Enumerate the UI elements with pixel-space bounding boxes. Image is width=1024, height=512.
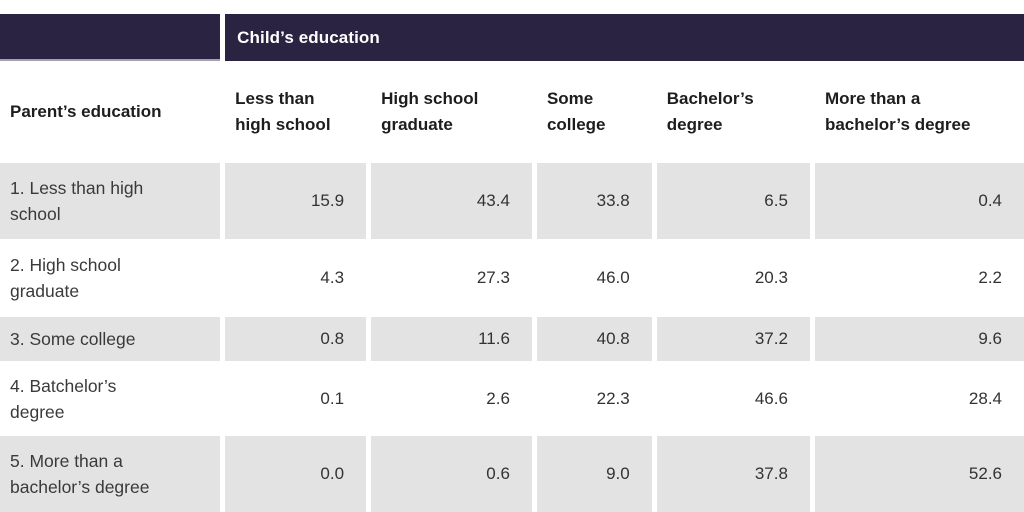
data-cell: 46.6 — [651, 361, 810, 436]
data-cell: 33.8 — [531, 163, 652, 239]
data-cell: 0.8 — [220, 317, 367, 361]
data-cell: 43.4 — [366, 163, 532, 239]
row-label-cell: 2. High school graduate — [0, 239, 221, 317]
data-cell: 15.9 — [220, 163, 367, 239]
data-cell: 46.0 — [531, 239, 652, 317]
data-cell: 4.3 — [220, 239, 367, 317]
table-row: 4. Batchelor’s degree 0.1 2.6 22.3 46.6 … — [0, 361, 1024, 436]
column-header-bachelors-degree: Bachelor’s degree — [651, 61, 810, 163]
spanner-band-row: Child’s education — [0, 14, 1024, 61]
column-header-more-than-bachelors: More than a bachelor’s degree — [809, 61, 1024, 163]
data-cell: 22.3 — [531, 361, 652, 436]
table-row: 5. More than a bachelor’s degree 0.0 0.6… — [0, 436, 1024, 512]
row-label-cell: 4. Batchelor’s degree — [0, 361, 221, 436]
column-header-less-than-high-school: Less than high school — [220, 61, 366, 163]
table-row: 3. Some college 0.8 11.6 40.8 37.2 9.6 — [0, 317, 1024, 361]
table-row: 2. High school graduate 4.3 27.3 46.0 20… — [0, 239, 1024, 317]
spanner-header-cell: Child’s education — [220, 14, 1024, 61]
data-cell: 0.1 — [220, 361, 367, 436]
data-cell: 28.4 — [809, 361, 1024, 436]
data-cell: 27.3 — [366, 239, 532, 317]
data-cell: 11.6 — [366, 317, 532, 361]
data-cell: 2.2 — [809, 239, 1024, 317]
data-cell: 37.8 — [651, 436, 810, 512]
data-cell: 40.8 — [531, 317, 652, 361]
table-row: 1. Less than high school 15.9 43.4 33.8 … — [0, 163, 1024, 239]
data-cell: 0.0 — [220, 436, 367, 512]
data-cell: 52.6 — [809, 436, 1024, 512]
data-cell: 37.2 — [651, 317, 810, 361]
row-label-cell: 3. Some college — [0, 317, 221, 361]
data-cell: 9.6 — [809, 317, 1024, 361]
data-cell: 0.6 — [366, 436, 532, 512]
data-cell: 6.5 — [651, 163, 810, 239]
parent-child-education-table: Child’s education Parent’s education Les… — [0, 14, 1024, 512]
data-cell: 9.0 — [531, 436, 652, 512]
data-cell: 0.4 — [809, 163, 1024, 239]
row-label-cell: 1. Less than high school — [0, 163, 221, 239]
spanner-spacer-cell — [0, 14, 221, 61]
data-cell: 2.6 — [366, 361, 532, 436]
data-cell: 20.3 — [651, 239, 810, 317]
column-header-row: Parent’s education Less than high school… — [0, 61, 1024, 163]
column-header-some-college: Some college — [531, 61, 652, 163]
row-label-cell: 5. More than a bachelor’s degree — [0, 436, 221, 512]
row-header-cell: Parent’s education — [10, 102, 162, 121]
column-header-high-school-graduate: High school graduate — [366, 61, 532, 163]
